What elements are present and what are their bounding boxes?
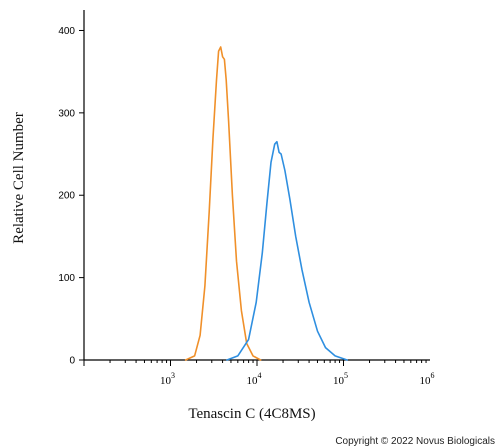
y-axis-title: Relative Cell Number <box>11 112 27 244</box>
x-tick-label: 106 <box>420 371 435 387</box>
series-layer <box>184 46 348 361</box>
histogram-series-2 <box>226 140 348 361</box>
copyright-notice: Copyright © 2022 Novus Biologicals <box>335 436 495 447</box>
x-tick-label: 103 <box>160 371 175 387</box>
x-tick-label: 105 <box>333 371 348 387</box>
x-tick-label: 104 <box>247 371 262 387</box>
y-tick-label: 0 <box>69 356 75 367</box>
x-axis-title: Tenascin C (4C8MS) <box>188 406 315 422</box>
y-tick-label: 400 <box>58 26 75 37</box>
histogram-series-1 <box>184 46 262 361</box>
y-tick-label: 100 <box>58 273 75 284</box>
ticks: 0 100 200 300 400 103 104 105 106 <box>58 26 434 387</box>
axes <box>83 10 430 361</box>
y-tick-label: 200 <box>58 191 75 202</box>
y-tick-label: 300 <box>58 108 75 119</box>
